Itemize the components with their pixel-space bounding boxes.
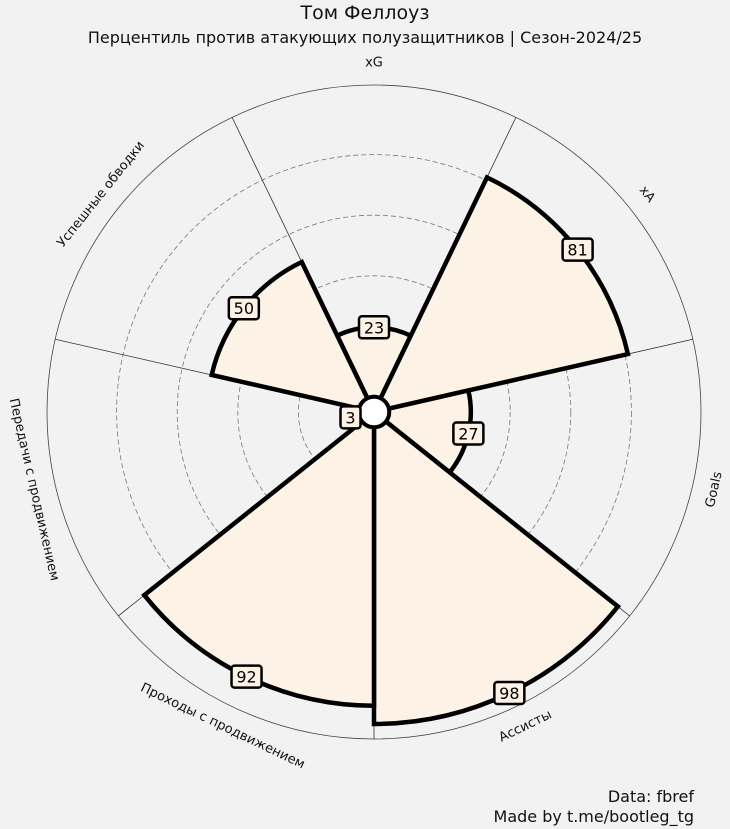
grid-ring xyxy=(176,214,572,610)
data-source: Data: fbref xyxy=(607,787,694,806)
center-hole xyxy=(357,395,391,429)
value-label: 23 xyxy=(364,318,384,337)
value-label-box xyxy=(339,405,362,430)
value-label: 92 xyxy=(236,668,256,687)
category-label: Проходы с продвижением xyxy=(138,681,307,773)
wedge-xa xyxy=(377,174,631,412)
category-label: Goals xyxy=(703,470,726,509)
value-label-box xyxy=(357,315,391,340)
value-label: 98 xyxy=(499,684,519,703)
value-label: 27 xyxy=(458,425,478,444)
value-label: 81 xyxy=(567,241,587,260)
value-label-box xyxy=(230,664,263,689)
value-label: 3 xyxy=(345,408,355,427)
value-label-box xyxy=(561,237,594,262)
category-label: Успешные обводки xyxy=(54,138,148,250)
wedge-проходы-с-продвижением xyxy=(141,418,377,709)
category-label: Передачи с продвижением xyxy=(6,397,62,582)
category-label: Ассисты xyxy=(497,707,555,745)
chart-title: Том Феллоуз xyxy=(300,2,430,24)
value-label-box xyxy=(452,421,485,446)
value-label-box xyxy=(227,295,261,321)
category-label: xA xyxy=(636,183,658,205)
value-label: 50 xyxy=(234,299,254,318)
chart-subtitle: Перцентиль против атакующих полузащитник… xyxy=(87,28,643,47)
category-label: xG xyxy=(365,56,383,71)
made-by: Made by t.me/bootleg_tg xyxy=(493,807,694,826)
value-label-box xyxy=(493,680,526,706)
wedge-ассисты xyxy=(371,418,622,727)
grid-ring xyxy=(237,275,511,549)
credits: Data: fbref Made by t.me/bootleg_tg xyxy=(494,787,694,827)
